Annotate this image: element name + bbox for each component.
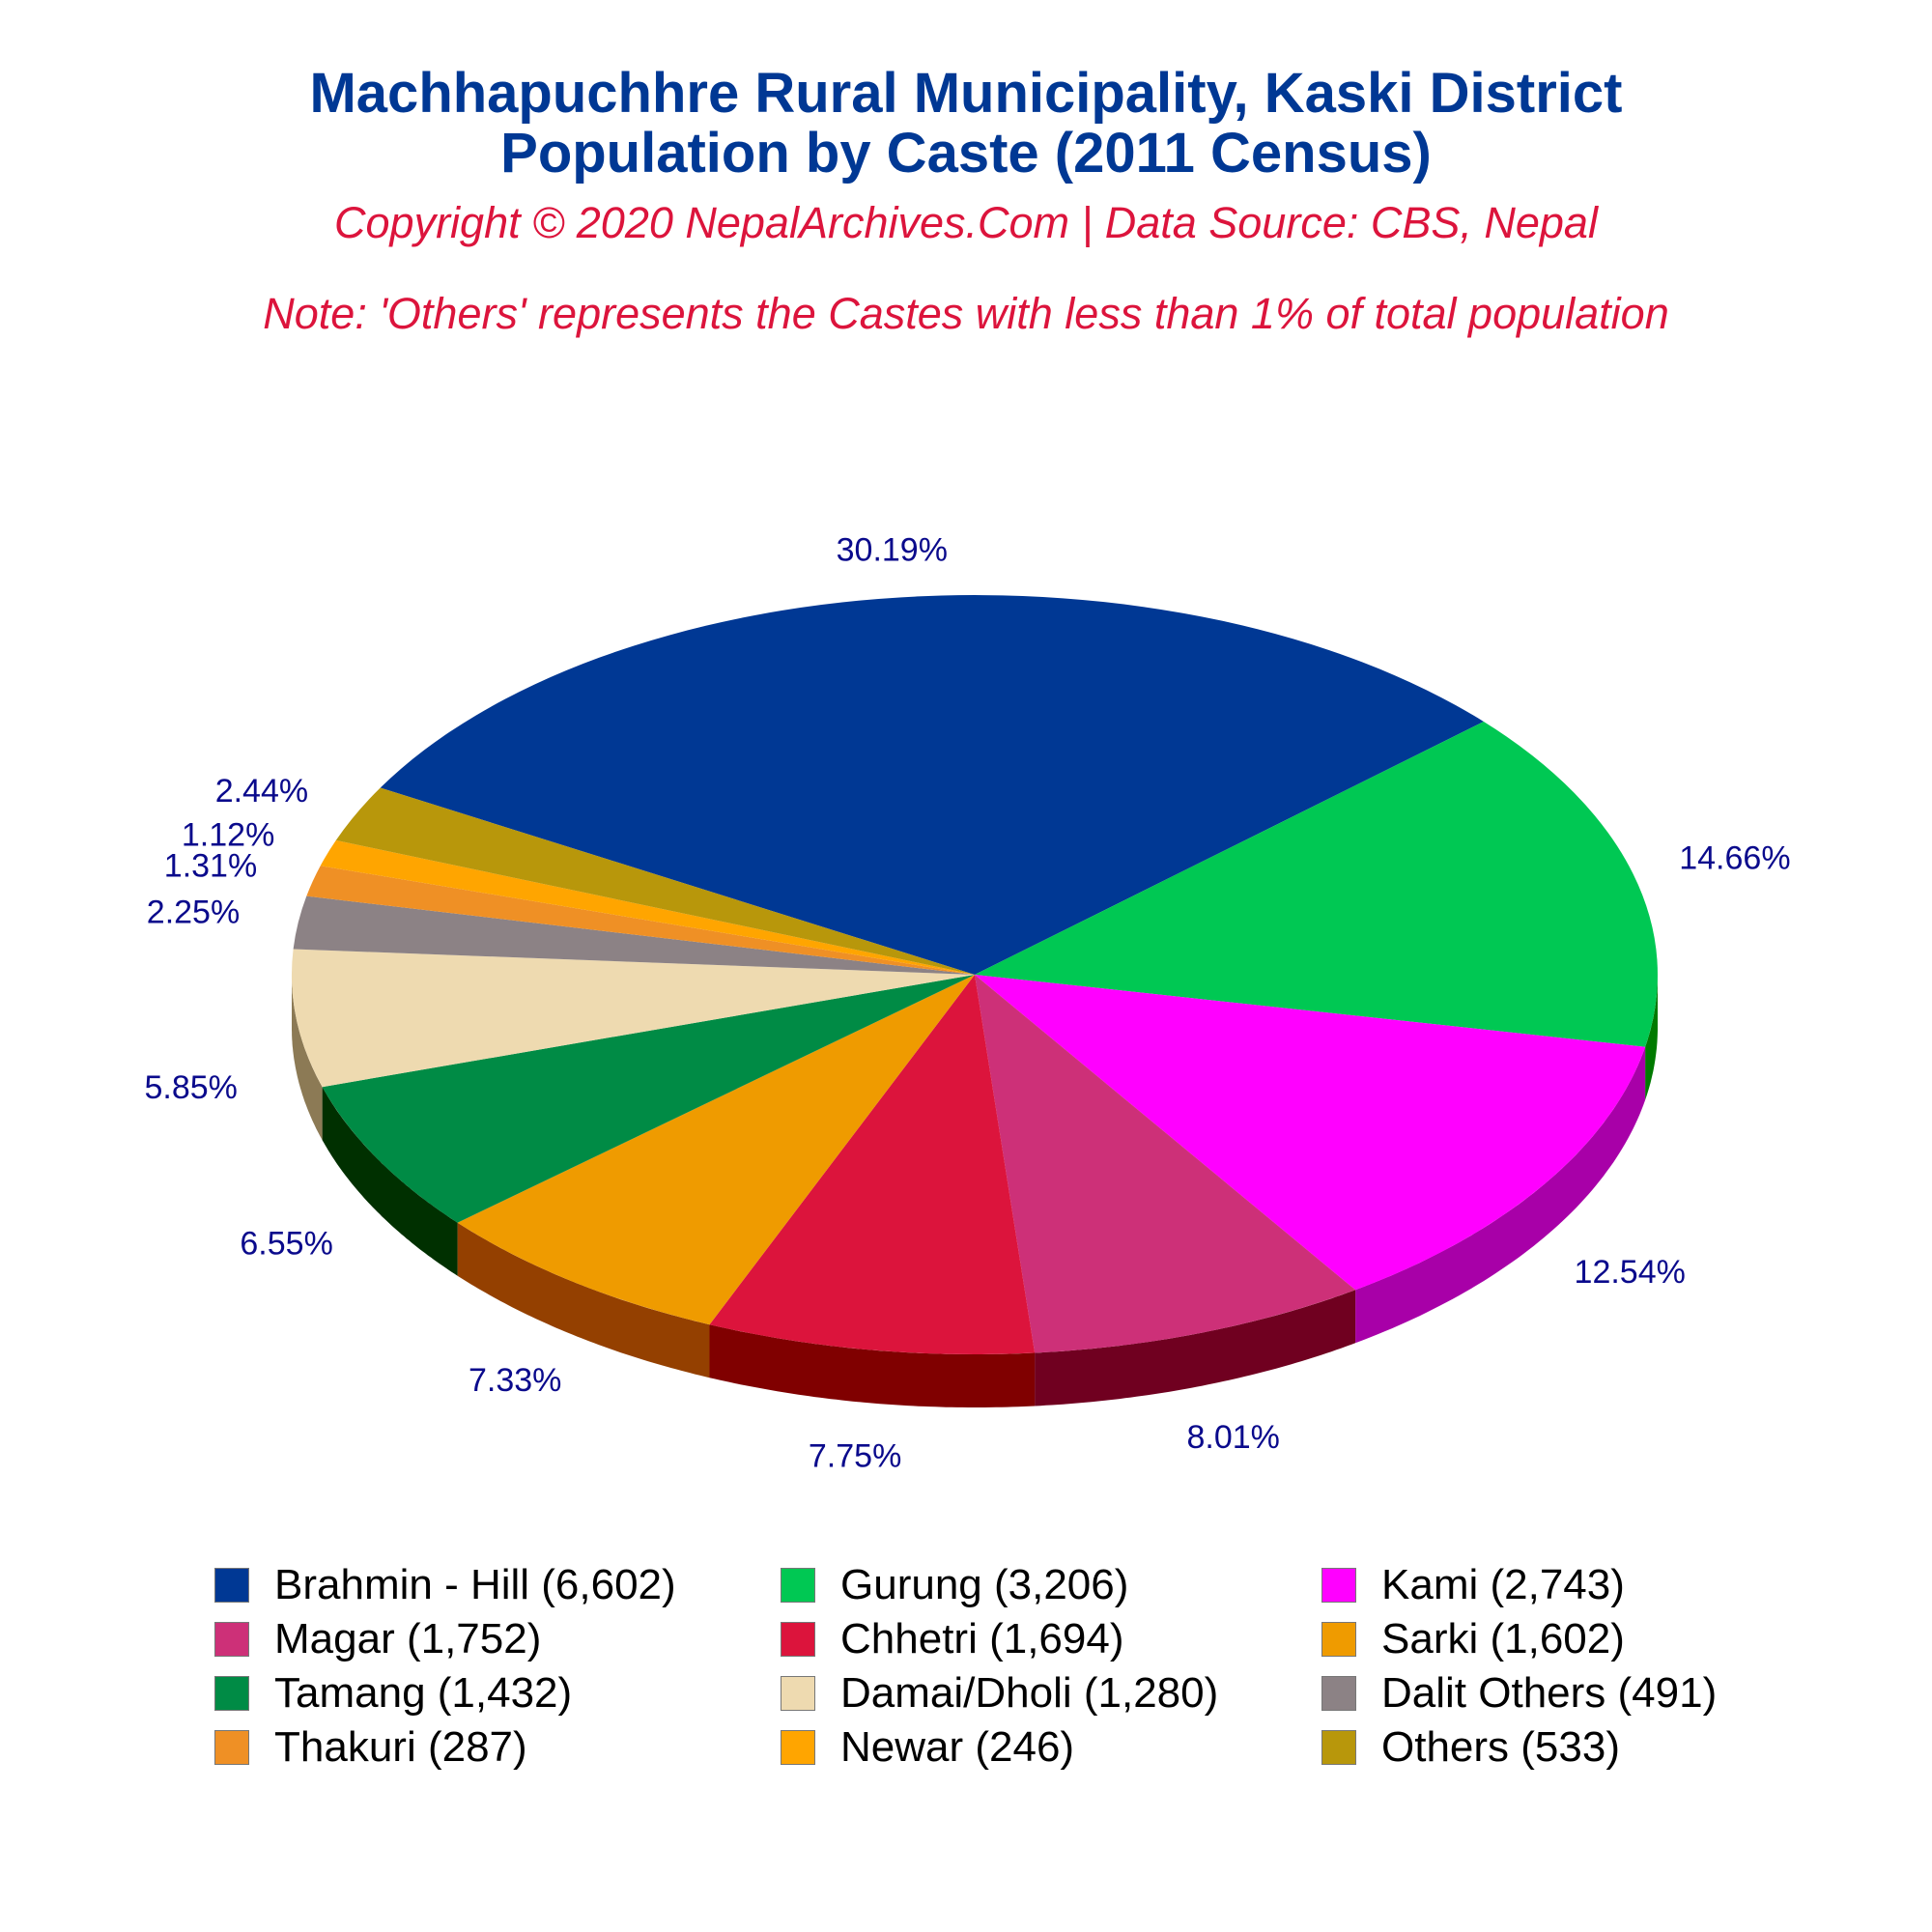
pie-label-damai-dholi: 5.85% [144, 1069, 237, 1106]
pie-label-kami: 12.54% [1575, 1254, 1686, 1291]
pie-side-sarki [457, 1222, 710, 1378]
legend-item-sarki: Sarki (1,602) [1321, 1617, 1804, 1662]
legend-swatch [781, 1568, 815, 1603]
chart-title-line1: Machhapuchhre Rural Municipality, Kaski … [309, 62, 1623, 125]
pie-slice-sarki [457, 975, 976, 1325]
legend-swatch [214, 1730, 249, 1765]
legend-swatch [781, 1730, 815, 1765]
legend-item-dalit-others: Dalit Others (491) [1321, 1671, 1804, 1716]
legend-swatch [1321, 1568, 1356, 1603]
copyright-subtitle: Copyright © 2020 NepalArchives.Com | Dat… [334, 198, 1598, 247]
legend-item-gurung: Gurung (3,206) [781, 1563, 1321, 1607]
pie-slice-brahmin-hill [380, 595, 1484, 975]
legend-label: Brahmin - Hill (6,602) [274, 1561, 676, 1608]
pie-slice-damai-dholi [291, 949, 975, 1088]
pie-label-gurung: 14.66% [1679, 840, 1790, 877]
legend-label: Sarki (1,602) [1381, 1615, 1625, 1662]
pie-slice-tamang [322, 975, 976, 1223]
legend-swatch [214, 1622, 249, 1657]
legend-item-others: Others (533) [1321, 1725, 1804, 1770]
pie-slice-chhetri [709, 975, 1036, 1355]
legend-label: Magar (1,752) [274, 1615, 542, 1662]
pie-label-tamang: 6.55% [240, 1225, 332, 1262]
legend-item-brahmin-hill: Brahmin - Hill (6,602) [214, 1563, 781, 1607]
pie-label-thakuri: 1.31% [164, 848, 257, 885]
pie-label-newar: 1.12% [182, 817, 274, 854]
legend-label: Tamang (1,432) [274, 1669, 573, 1717]
pie-side-magar [1035, 1290, 1356, 1406]
legend-item-magar: Magar (1,752) [214, 1617, 781, 1662]
legend-swatch [1321, 1676, 1356, 1711]
pie-chart: 30.19% 14.66% 12.54% 8.01% 7.75% 7.33% 6.55% 5.… [144, 532, 1790, 1475]
legend-label: Kami (2,743) [1381, 1561, 1625, 1608]
pie-side-chhetri [709, 1324, 1036, 1407]
legend-item-kami: Kami (2,743) [1321, 1563, 1804, 1607]
pie-label-chhetri: 7.75% [809, 1438, 901, 1475]
pie-slice-magar [975, 975, 1356, 1353]
legend-label: Damai/Dholi (1,280) [840, 1669, 1219, 1717]
legend-item-thakuri: Thakuri (287) [214, 1725, 781, 1770]
pie-label-others: 2.44% [215, 773, 308, 810]
pie-label-magar: 8.01% [1186, 1419, 1279, 1456]
pie-slice-others [335, 787, 975, 975]
pie-side-damai-dholi [292, 975, 323, 1141]
pie-slice-dalit-others [293, 895, 976, 975]
legend-item-damai-dholi: Damai/Dholi (1,280) [781, 1671, 1321, 1716]
note-text: Note: 'Others' represents the Castes wit… [263, 289, 1669, 338]
legend-swatch [1321, 1730, 1356, 1765]
pie-slice-gurung [975, 722, 1658, 1047]
pie-side-tamang [322, 1087, 458, 1276]
legend-label: Newar (246) [840, 1723, 1075, 1771]
pie-side-kami [1355, 1046, 1646, 1344]
chart-legend: Brahmin - Hill (6,602) Gurung (3,206) Kami… [214, 1563, 1857, 1770]
legend-item-tamang: Tamang (1,432) [214, 1671, 781, 1716]
legend-label: Thakuri (287) [274, 1723, 527, 1771]
legend-item-chhetri: Chhetri (1,694) [781, 1617, 1321, 1662]
pie-label-brahmin-hill: 30.19% [837, 532, 948, 569]
pie-slice-thakuri [306, 866, 975, 975]
legend-swatch [1321, 1622, 1356, 1657]
legend-label: Chhetri (1,694) [840, 1615, 1124, 1662]
pie-label-dalit-others: 2.25% [147, 895, 240, 931]
pie-slice-kami [975, 975, 1646, 1291]
pie-side-gurung [1645, 977, 1658, 1100]
pie-slice-newar [320, 839, 975, 975]
legend-label: Gurung (3,206) [840, 1561, 1129, 1608]
legend-swatch [214, 1676, 249, 1711]
pie-label-sarki: 7.33% [469, 1362, 561, 1399]
legend-item-newar: Newar (246) [781, 1725, 1321, 1770]
legend-label: Others (533) [1381, 1723, 1620, 1771]
legend-swatch [781, 1676, 815, 1711]
legend-swatch [781, 1622, 815, 1657]
chart-title-line2: Population by Caste (2011 Census) [500, 122, 1432, 185]
legend-label: Dalit Others (491) [1381, 1669, 1718, 1717]
legend-swatch [214, 1568, 249, 1603]
